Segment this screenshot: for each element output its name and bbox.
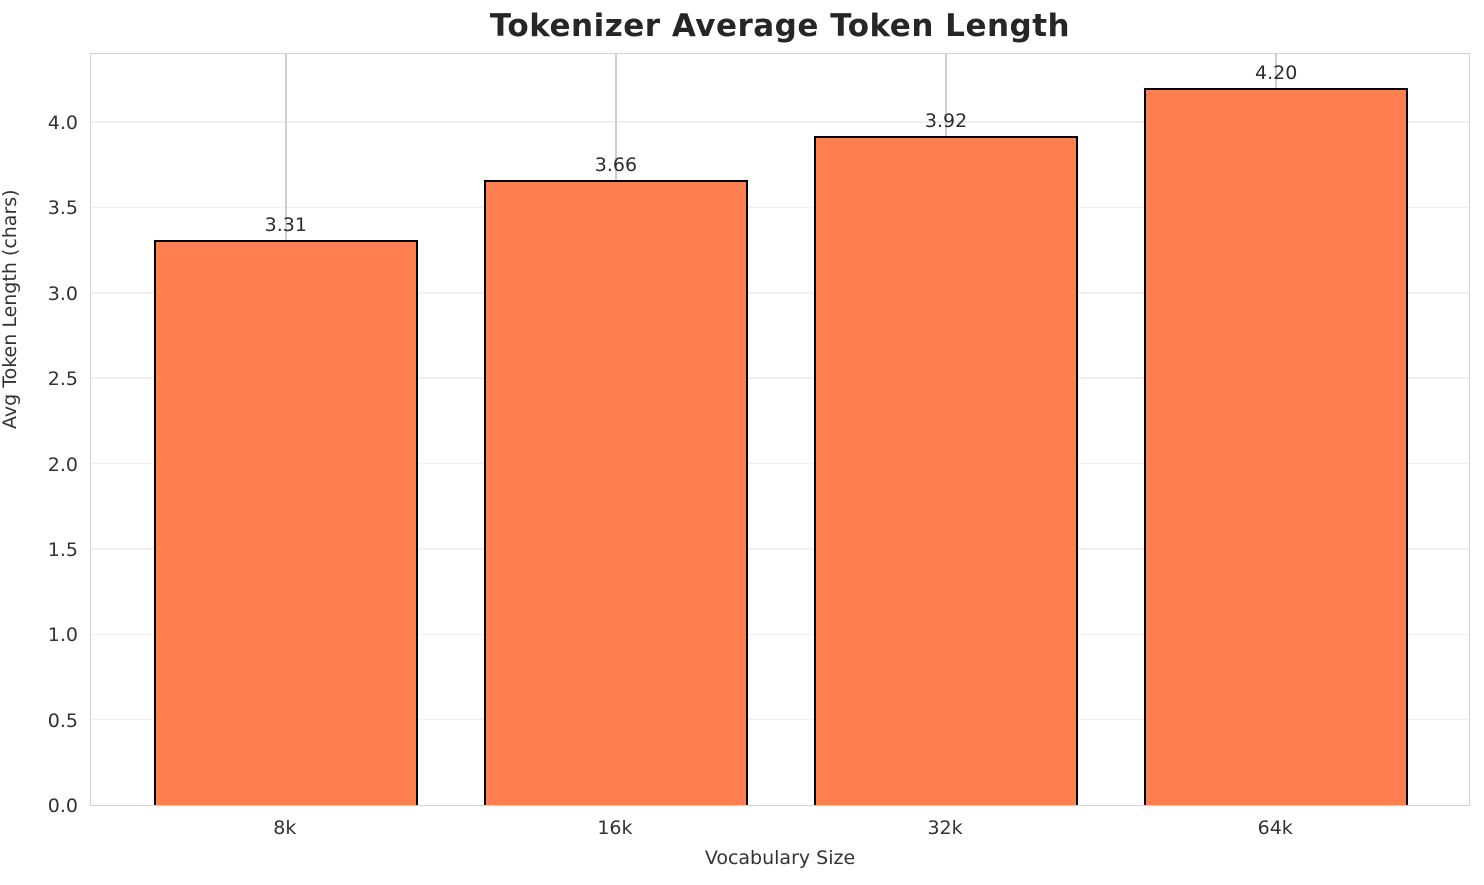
plot-area: 3.31 3.66 3.92 4.20 (90, 53, 1470, 806)
h-gridline (91, 462, 1469, 465)
h-gridline (91, 633, 1469, 636)
h-gridline (91, 292, 1469, 294)
h-gridline (91, 718, 1469, 721)
x-tick-label: 16k (597, 817, 633, 839)
chart-title: Tokenizer Average Token Length (489, 8, 1071, 44)
h-gridline (91, 548, 1469, 550)
h-gridline (91, 206, 1469, 209)
y-tick-label: 1.0 (47, 624, 78, 647)
x-axis-label: Vocabulary Size (704, 847, 856, 869)
x-tick-label: 64k (1257, 817, 1293, 839)
bar-value-label: 4.20 (1255, 61, 1298, 84)
x-tick-label: 8k (273, 817, 297, 839)
bar-value-label: 3.92 (924, 109, 968, 132)
y-tick-label: 2.0 (47, 453, 78, 476)
y-tick-label: 2.5 (47, 368, 78, 391)
h-gridline (91, 121, 1469, 123)
h-gridline (91, 377, 1469, 379)
y-tick-label: 0.5 (47, 709, 78, 732)
y-tick-label: 1.5 (47, 538, 78, 561)
bar: 3.66 (483, 154, 748, 805)
y-tick-label: 0.0 (47, 795, 78, 817)
y-tick-label: 3.0 (47, 282, 78, 305)
bar-value-label: 3.66 (594, 154, 638, 177)
bar-value-label: 3.31 (264, 213, 307, 236)
y-tick-label: 3.5 (47, 197, 78, 220)
y-tick-label: 4.0 (47, 112, 78, 134)
bar: 3.31 (153, 214, 418, 805)
bar: 4.20 (1144, 62, 1409, 805)
y-axis-label: Avg Token Length (chars) (0, 189, 21, 429)
bar: 3.92 (814, 110, 1079, 805)
x-tick-label: 32k (927, 817, 963, 839)
